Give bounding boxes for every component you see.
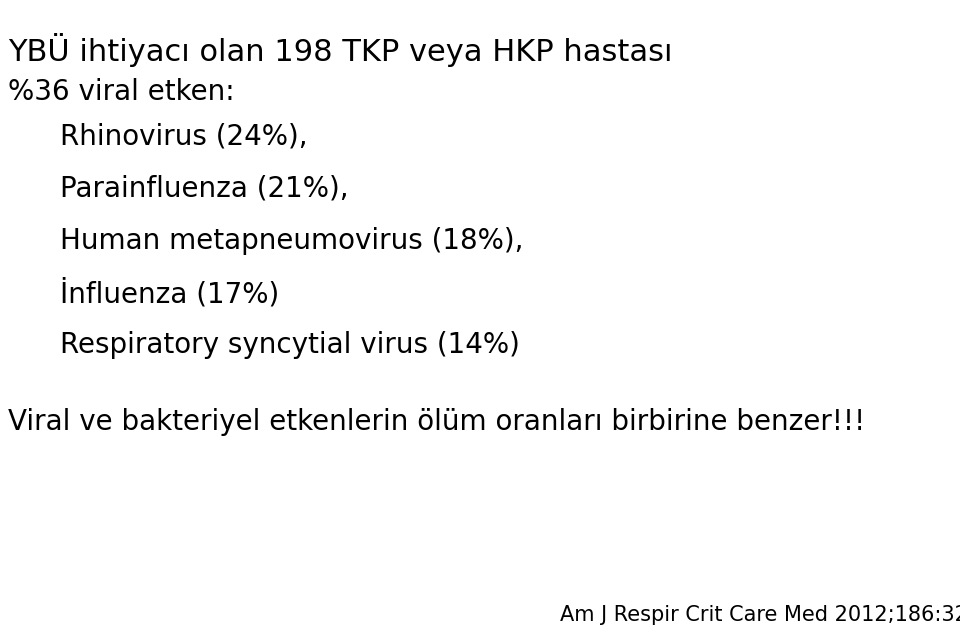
Text: Respiratory syncytial virus (14%): Respiratory syncytial virus (14%) bbox=[60, 331, 520, 359]
Text: Viral ve bakteriyel etkenlerin ölüm oranları birbirine benzer!!!: Viral ve bakteriyel etkenlerin ölüm oran… bbox=[8, 408, 865, 436]
Text: Human metapneumovirus (18%),: Human metapneumovirus (18%), bbox=[60, 227, 523, 255]
Text: Rhinovirus (24%),: Rhinovirus (24%), bbox=[60, 123, 307, 151]
Text: İnfluenza (17%): İnfluenza (17%) bbox=[60, 279, 279, 309]
Text: YBÜ ihtiyacı olan 198 TKP veya HKP hastası: YBÜ ihtiyacı olan 198 TKP veya HKP hasta… bbox=[8, 33, 673, 67]
Text: Am J Respir Crit Care Med 2012;186:325–332.: Am J Respir Crit Care Med 2012;186:325–3… bbox=[560, 605, 960, 625]
Text: %36 viral etken:: %36 viral etken: bbox=[8, 78, 234, 106]
Text: Parainfluenza (21%),: Parainfluenza (21%), bbox=[60, 175, 348, 203]
